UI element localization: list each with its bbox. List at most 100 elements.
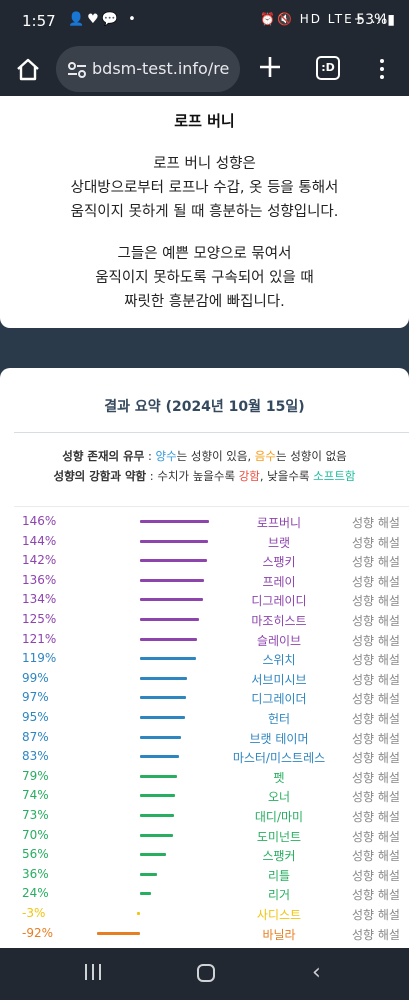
explanation-link[interactable]: 성향 해설: [352, 633, 400, 648]
result-bar: [140, 716, 185, 719]
result-percent: 70%: [22, 827, 49, 842]
result-name[interactable]: 스위치: [262, 653, 296, 668]
result-name[interactable]: 오너: [267, 790, 291, 805]
explanation-link[interactable]: 성향 해설: [352, 574, 400, 589]
back-icon[interactable]: ‹: [312, 960, 321, 985]
result-row: 56% 스팽커 성향 해설: [0, 845, 409, 865]
result-name[interactable]: 리틀: [267, 868, 291, 883]
battery-indicator: 53%▮: [356, 12, 395, 28]
result-percent: 87%: [22, 729, 49, 744]
result-name[interactable]: 디그레이디: [251, 594, 307, 609]
result-name[interactable]: 서브미시브: [251, 672, 307, 687]
result-bar: [140, 657, 196, 661]
result-row: 73% 대디/마미 성향 해설: [0, 806, 409, 826]
result-percent: -92%: [22, 925, 54, 940]
legend-positive-text: 는 성향이 있음,: [176, 449, 255, 463]
explanation-link[interactable]: 성향 해설: [352, 888, 400, 903]
result-percent: 99%: [22, 670, 49, 685]
tab-switcher-button[interactable]: :D: [316, 56, 340, 80]
explanation-link[interactable]: 성향 해설: [352, 829, 400, 844]
url-text[interactable]: bdsm-test.info/re: [92, 59, 230, 78]
home-button-icon[interactable]: [197, 964, 215, 982]
result-bar: [140, 520, 209, 523]
result-bar: [140, 814, 175, 817]
result-bar: [140, 794, 175, 798]
result-name[interactable]: 브랫 테이머: [249, 731, 309, 746]
result-row: 119% 스위치 성향 해설: [0, 649, 409, 669]
result-row: 95% 헌터 성향 해설: [0, 708, 409, 728]
result-bar: [140, 735, 181, 739]
result-row: 79% 펫 성향 해설: [0, 767, 409, 787]
explanation-link[interactable]: 성향 해설: [352, 712, 400, 726]
description-line: 그들은 예쁜 모양으로 묶여서: [117, 246, 292, 262]
result-name[interactable]: 마스터/미스트레스: [232, 751, 326, 766]
new-tab-icon[interactable]: [256, 53, 284, 81]
result-row: 74% 오너 성향 해설: [0, 786, 409, 806]
result-bar: [140, 539, 208, 543]
result-bar: [140, 872, 157, 876]
explanation-link[interactable]: 성향 해설: [352, 672, 400, 687]
result-name[interactable]: 사디스트: [256, 908, 302, 922]
legend-strength: 성향의 강함과 약함 : 수치가 높을수록 강함, 낮을수록 소프트함: [0, 468, 409, 484]
legend-divider: [14, 506, 409, 507]
explanation-link[interactable]: 성향 해설: [352, 849, 400, 864]
explanation-link[interactable]: 성향 해설: [352, 614, 400, 628]
result-name[interactable]: 헌터: [267, 712, 291, 726]
description-para-1: 로프 버니 성향은 상대방으로부터 로프나 수갑, 옷 등을 통해서 움직이지 …: [0, 152, 409, 224]
result-percent: 134%: [22, 592, 57, 607]
explanation-link[interactable]: 성향 해설: [352, 810, 400, 824]
result-row: 99% 서브미시브 성향 해설: [0, 669, 409, 689]
result-row: 134% 디그레이디 성향 해설: [0, 590, 409, 610]
result-name[interactable]: 스팽키: [262, 555, 296, 570]
result-percent: -3%: [22, 906, 46, 920]
explanation-link[interactable]: 성향 해설: [352, 751, 400, 766]
legend-mid: , 낮을수록: [259, 469, 314, 483]
result-name[interactable]: 브랫: [267, 535, 291, 550]
result-name[interactable]: 로프버니: [256, 516, 302, 530]
explanation-link[interactable]: 성향 해설: [352, 516, 400, 530]
more-menu-icon[interactable]: [374, 56, 390, 82]
result-name[interactable]: 대디/마미: [254, 810, 304, 824]
legend-existence: 성향 존재의 유무 : 양수는 성향이 있음, 음수는 성향이 없음: [0, 448, 409, 464]
address-bar[interactable]: bdsm-test.info/re: [56, 46, 240, 92]
result-name[interactable]: 슬레이브: [256, 633, 302, 648]
legend-sep: :: [144, 449, 156, 463]
result-percent: 83%: [22, 749, 49, 764]
explanation-link[interactable]: 성향 해설: [352, 692, 400, 707]
browser-toolbar: bdsm-test.info/re :D: [0, 44, 409, 96]
explanation-link[interactable]: 성향 해설: [352, 927, 400, 942]
result-name[interactable]: 마조히스트: [251, 614, 307, 628]
result-bar: [140, 892, 152, 896]
result-name[interactable]: 펫: [273, 770, 285, 785]
result-name[interactable]: 바닐라: [262, 927, 296, 942]
explanation-link[interactable]: 성향 해설: [352, 535, 400, 550]
recents-icon[interactable]: [84, 964, 102, 982]
result-percent: 144%: [22, 533, 57, 548]
result-name[interactable]: 스팽커: [262, 849, 296, 864]
android-nav-bar: ‹: [0, 948, 409, 1000]
result-bar: [140, 559, 207, 563]
explanation-link[interactable]: 성향 해설: [352, 868, 400, 883]
home-icon[interactable]: [14, 56, 42, 84]
result-row: 146% 로프버니 성향 해설: [0, 512, 409, 532]
result-bar: [140, 853, 167, 857]
result-name[interactable]: 디그레이더: [251, 692, 307, 707]
result-name[interactable]: 도미넌트: [256, 829, 302, 844]
result-name[interactable]: 리거: [267, 888, 291, 903]
result-row: 144% 브랫 성향 해설: [0, 532, 409, 552]
explanation-link[interactable]: 성향 해설: [352, 908, 400, 922]
site-settings-icon[interactable]: [66, 59, 88, 81]
explanation-link[interactable]: 성향 해설: [352, 594, 400, 609]
explanation-link[interactable]: 성향 해설: [352, 555, 400, 570]
description-line: 상대방으로부터 로프나 수갑, 옷 등을 통해서: [70, 180, 339, 196]
result-bar: [140, 774, 178, 778]
explanation-link[interactable]: 성향 해설: [352, 653, 400, 668]
explanation-link[interactable]: 성향 해설: [352, 731, 400, 746]
result-row: 36% 리틀 성향 해설: [0, 865, 409, 885]
result-bar: [140, 755, 179, 759]
explanation-link[interactable]: 성향 해설: [352, 770, 400, 785]
result-name[interactable]: 프레이: [262, 574, 296, 589]
explanation-link[interactable]: 성향 해설: [352, 790, 400, 805]
result-percent: 142%: [22, 553, 57, 568]
result-percent: 97%: [22, 690, 49, 705]
